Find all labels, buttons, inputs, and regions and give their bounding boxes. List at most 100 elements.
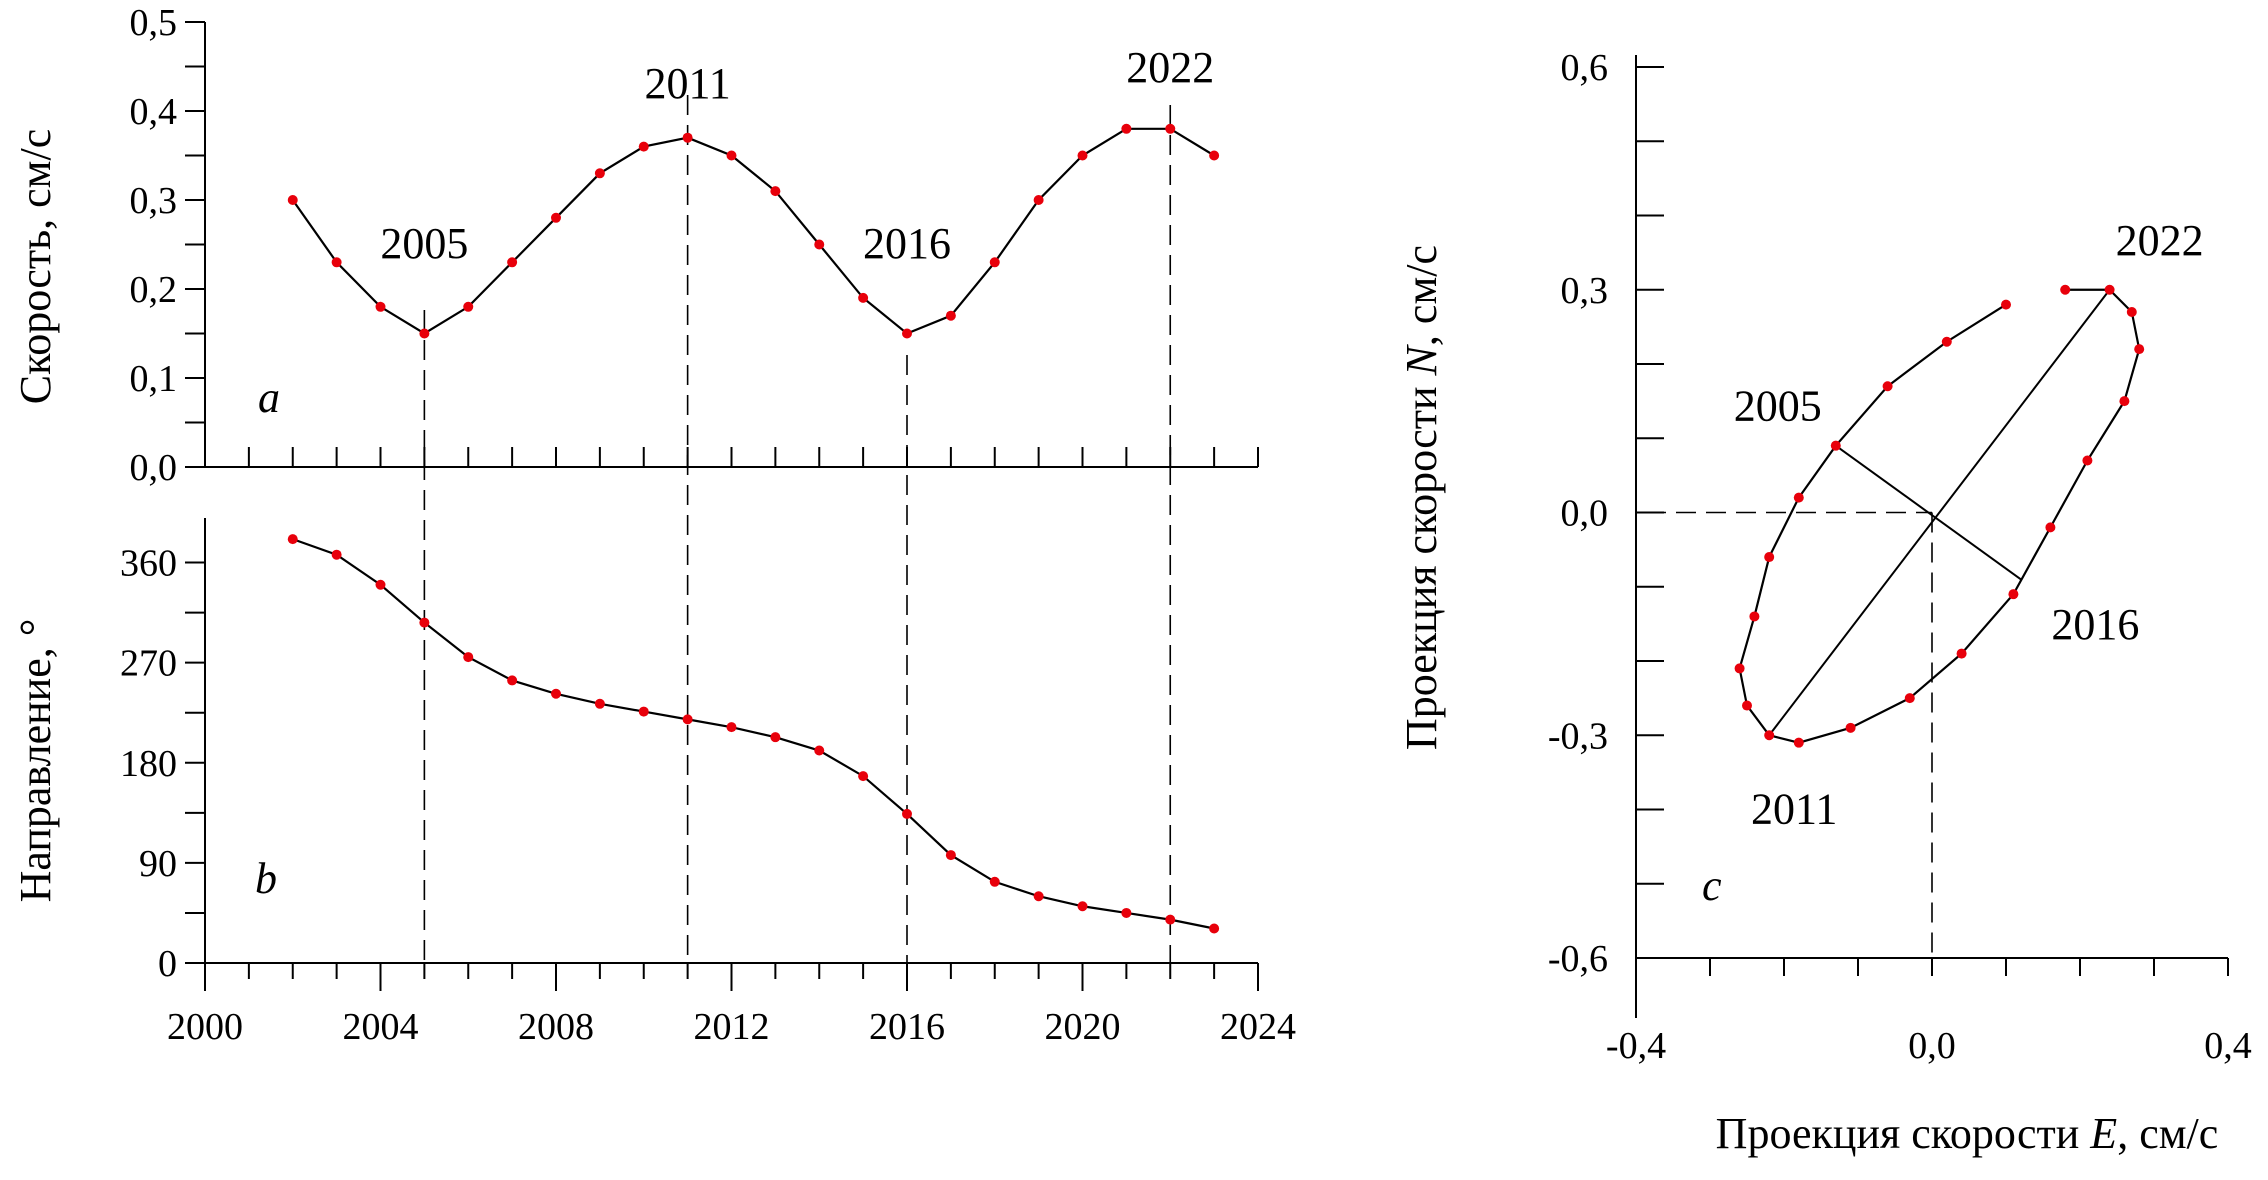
panel-b-point xyxy=(551,688,561,699)
panel-c-x-label-prefix: Проекция скорости xyxy=(1716,1109,2091,1158)
panel-c-point xyxy=(1956,648,1967,659)
panel-b-point xyxy=(945,850,956,861)
panel-c-point xyxy=(1845,722,1856,733)
panel-a-point xyxy=(1033,195,1044,205)
panel-c-year-label: 2005 xyxy=(1734,382,1822,431)
panel-a-point xyxy=(375,301,386,312)
panel-b-point xyxy=(726,722,737,733)
panel-c-point xyxy=(1749,611,1760,622)
panel-a-point xyxy=(507,257,518,268)
panel-b-point xyxy=(594,698,605,709)
panel-a-point xyxy=(1077,150,1088,161)
panel-b-point xyxy=(375,579,386,590)
panel-c-y-label-var: N xyxy=(1397,343,1446,376)
panel-a-y-label: Скорость, см/с xyxy=(11,129,60,405)
panel-c-point xyxy=(1882,381,1893,392)
panel-c-point xyxy=(1830,440,1841,451)
panel-c-point xyxy=(1764,552,1775,563)
panel-a-y-tick-label: 0,0 xyxy=(130,447,178,489)
panel-b-point xyxy=(1077,901,1088,912)
panel-c-point xyxy=(1941,336,1952,347)
panel-c-point xyxy=(1793,737,1804,748)
panel-c-point xyxy=(2082,455,2093,466)
panel-b-x-tick-label: 2024 xyxy=(1220,1006,1296,1048)
panel-b-point xyxy=(814,745,825,756)
panel-a-velocity: 0,0 0,1 0,2 0,3 0,4 0,5 Скорость, см/с a 2005 201… xyxy=(11,2,1259,963)
panel-b-point xyxy=(463,652,474,663)
panel-a-series-line xyxy=(291,127,1215,335)
panel-c-y-tick-label: -0,3 xyxy=(1548,715,1608,757)
panel-a-point xyxy=(814,239,825,250)
panel-c-y-label: Проекция скорости N, см/с xyxy=(1397,245,1446,750)
panel-a-y-tick-label: 0,4 xyxy=(130,91,178,133)
panel-b-point xyxy=(902,808,912,819)
panel-c-point xyxy=(2119,396,2130,407)
panel-b-point xyxy=(331,549,342,560)
panel-b-y-tick-label: 180 xyxy=(120,743,177,785)
panel-c-point xyxy=(2104,284,2115,295)
panel-a-y-tick-label: 0,1 xyxy=(130,358,178,400)
panel-c-y-label-prefix: Проекция скорости xyxy=(1397,375,1446,750)
panel-b-x-tick-label: 2008 xyxy=(518,1006,594,1048)
panel-c-y-tick-label: 0,6 xyxy=(1561,47,1609,89)
panel-b-x-tick-label: 2000 xyxy=(167,1006,243,1048)
panel-c-x-label: Проекция скорости E, см/с xyxy=(1716,1109,2219,1158)
panel-b-y-tick-label: 360 xyxy=(120,543,177,585)
panel-b-y-tick-label: 0 xyxy=(158,943,177,985)
panel-b-point xyxy=(989,876,1000,887)
panel-c-point xyxy=(1742,700,1752,711)
panel-a-year-label: 2016 xyxy=(863,219,951,268)
panel-a-y-tick-label: 0,3 xyxy=(130,180,178,222)
panel-c-point xyxy=(1764,730,1775,741)
panel-b-y-tick-label: 270 xyxy=(120,643,177,685)
panel-a-point xyxy=(682,132,693,143)
panel-c-letter: c xyxy=(1702,861,1722,910)
panel-c-point xyxy=(2060,284,2071,295)
panel-b-point xyxy=(1165,914,1176,925)
panel-a-point xyxy=(331,257,342,268)
panel-b-direction: 0 90 180 270 360 2000 2004 2008 2012 2016 2020 2024… xyxy=(11,518,1296,1048)
panel-b-x-tick-label: 2020 xyxy=(1045,1006,1121,1048)
panel-b-point xyxy=(1121,907,1132,918)
panel-b-point xyxy=(638,706,649,717)
panel-a-point xyxy=(945,310,956,321)
panel-b-x-tick-label: 2004 xyxy=(343,1006,419,1048)
panel-c-year-label: 2011 xyxy=(1751,784,1837,833)
panel-b-x-tick-label: 2016 xyxy=(869,1006,945,1048)
panel-a-y-tick-label: 0,5 xyxy=(130,2,178,44)
panel-a-point xyxy=(858,292,869,303)
panel-a-point xyxy=(726,150,737,161)
panel-c-x-label-var: E xyxy=(2089,1109,2117,1158)
panel-c-y-tick-label: -0,6 xyxy=(1548,938,1608,980)
panel-c-point xyxy=(2134,344,2145,355)
panel-c-point xyxy=(2126,307,2137,318)
panel-a-year-label: 2022 xyxy=(1126,43,1214,92)
panel-c-y-tick-label: 0,3 xyxy=(1561,270,1609,312)
panel-a-point xyxy=(1209,150,1220,161)
panel-a-point xyxy=(989,257,1000,268)
panel-a-y-tick-label: 0,2 xyxy=(130,269,178,311)
panel-a-point xyxy=(463,301,474,312)
panel-c-hodograph-line xyxy=(1738,288,2141,744)
panel-c-point xyxy=(1904,693,1915,704)
panel-b-y-tick-label: 90 xyxy=(139,843,177,885)
panel-a-point xyxy=(1165,123,1176,134)
panel-b-point xyxy=(419,617,430,628)
panel-c-x-tick-label: -0,4 xyxy=(1606,1025,1666,1067)
panel-c-x-label-suffix: , см/с xyxy=(2117,1109,2218,1158)
panel-a-year-label: 2005 xyxy=(380,219,468,268)
panel-c-ellipse-axis xyxy=(1768,289,2111,736)
panel-b-point xyxy=(858,771,869,782)
panel-c-year-label: 2016 xyxy=(2051,600,2139,649)
panel-b-point xyxy=(682,714,693,725)
panel-c-ellipse-axis xyxy=(1835,444,2022,581)
panel-c-point xyxy=(1793,492,1804,503)
panel-a-point xyxy=(638,141,649,152)
panel-c-y-tick-label: 0,0 xyxy=(1561,493,1609,535)
panel-a-point xyxy=(1121,123,1132,134)
panel-a-point xyxy=(594,168,605,179)
panel-b-point xyxy=(1033,891,1044,902)
panel-a-letter: a xyxy=(258,373,280,422)
panel-b-letter: b xyxy=(255,854,277,903)
